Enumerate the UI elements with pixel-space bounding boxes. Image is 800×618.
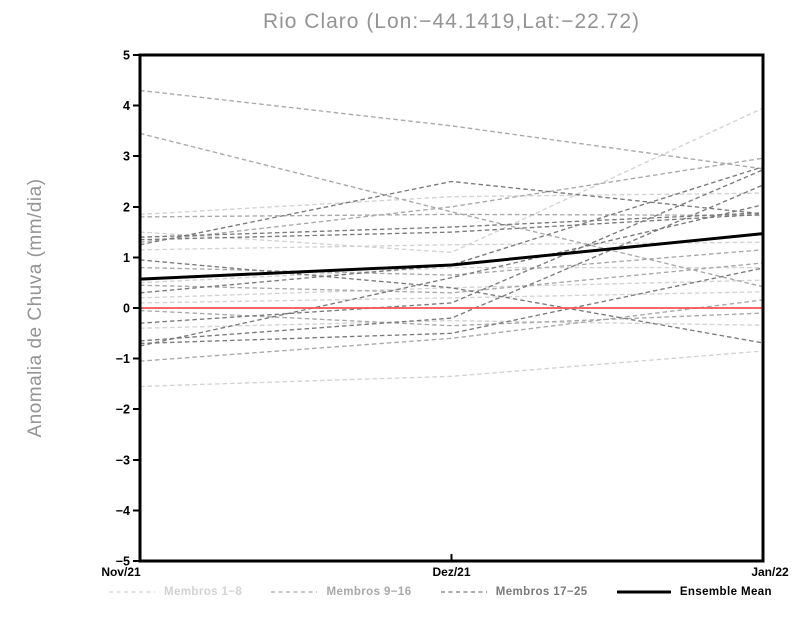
svg-text:−1: −1 xyxy=(116,352,130,366)
legend-label: Ensemble Mean xyxy=(679,586,772,598)
solid-line-swatch xyxy=(616,590,671,594)
legend-item-ensemble-mean: Ensemble Mean xyxy=(616,586,772,598)
dashed-line-swatch xyxy=(440,591,487,593)
svg-text:4: 4 xyxy=(123,99,130,113)
legend-label: Membros 9−16 xyxy=(326,586,412,598)
legend-item-members-1-8: Membros 1−8 xyxy=(108,586,242,598)
svg-text:−3: −3 xyxy=(116,453,130,467)
legend-item-members-17-25: Membros 17−25 xyxy=(440,586,588,598)
svg-text:Dez/21: Dez/21 xyxy=(432,565,470,579)
svg-text:0: 0 xyxy=(123,302,130,316)
legend-label: Membros 1−8 xyxy=(164,586,243,598)
svg-text:Nov/21: Nov/21 xyxy=(101,565,141,579)
svg-text:1: 1 xyxy=(123,251,130,265)
svg-text:−2: −2 xyxy=(116,403,130,417)
svg-text:Jan/22: Jan/22 xyxy=(751,565,789,579)
svg-text:−5: −5 xyxy=(116,555,130,569)
legend-label: Membros 17−25 xyxy=(495,586,588,598)
svg-text:3: 3 xyxy=(123,150,130,164)
dashed-line-swatch xyxy=(271,591,318,593)
chart-title: Rio Claro (Lon:−44.1419,Lat:−22.72) xyxy=(262,10,641,33)
svg-text:2: 2 xyxy=(123,200,130,214)
dashed-line-swatch xyxy=(109,591,155,593)
svg-text:5: 5 xyxy=(123,49,130,63)
svg-text:−4: −4 xyxy=(116,504,130,518)
legend-item-members-9-16: Membros 9−16 xyxy=(270,586,411,598)
legend: Membros 1−8 Membros 9−16 Membros 17−25 E… xyxy=(108,586,772,598)
